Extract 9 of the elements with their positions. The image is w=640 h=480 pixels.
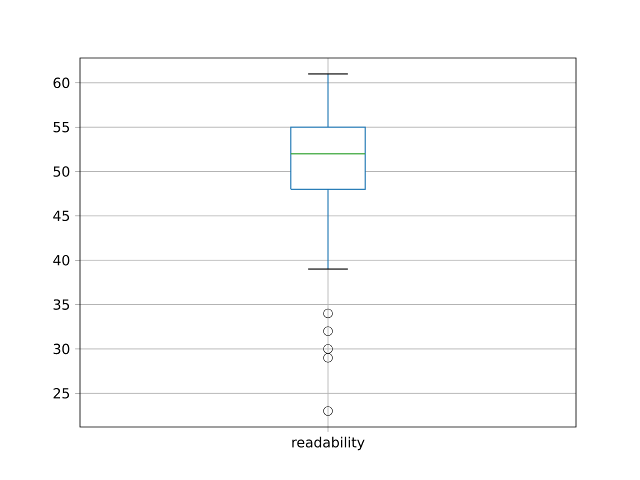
y-tick-label: 40 (53, 254, 70, 266)
x-tick-label: readability (292, 436, 365, 450)
y-tick-label: 55 (54, 122, 70, 132)
y-tick-label: 60 (54, 78, 70, 88)
y-tick-label: 30 (54, 344, 70, 354)
y-tick-label: 35 (54, 299, 70, 310)
y-tick-label: 25 (54, 388, 70, 399)
y-tick-label: 45 (53, 210, 70, 222)
y-tick-label: 50 (54, 166, 70, 177)
